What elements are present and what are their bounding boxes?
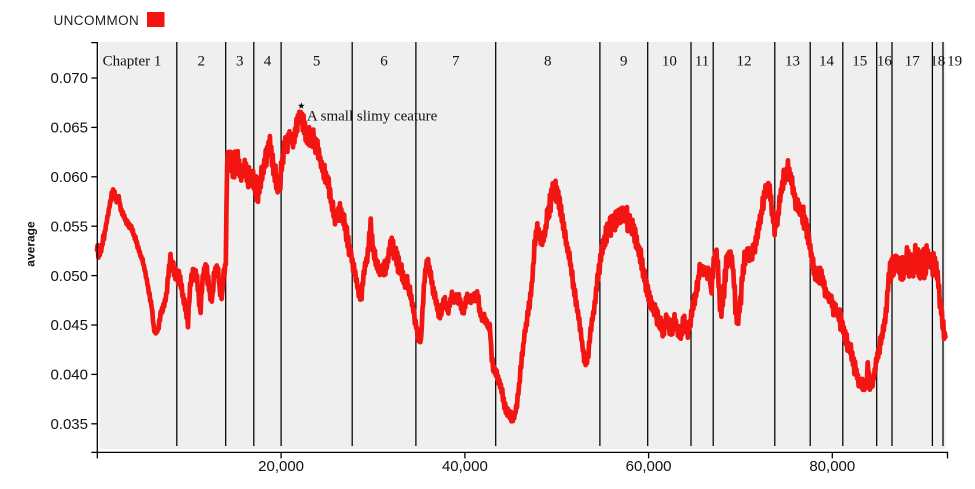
svg-text:8: 8 [544,54,552,70]
svg-text:18: 18 [930,54,945,70]
svg-text:14: 14 [819,54,835,70]
svg-text:0.050: 0.050 [50,268,88,285]
svg-text:3: 3 [236,54,244,70]
svg-text:4: 4 [264,54,272,70]
svg-text:10: 10 [662,54,677,70]
svg-text:0.040: 0.040 [50,367,88,384]
svg-text:60,000: 60,000 [626,458,672,475]
svg-text:A small slimy ceature: A small slimy ceature [307,109,438,125]
svg-text:6: 6 [380,54,388,70]
svg-text:17: 17 [905,54,921,70]
svg-text:11: 11 [695,54,709,70]
svg-text:average: average [24,221,38,267]
svg-text:2: 2 [197,54,205,70]
svg-text:9: 9 [620,54,628,70]
svg-text:15: 15 [852,54,867,70]
svg-text:0.070: 0.070 [50,70,88,87]
svg-text:7: 7 [452,54,460,70]
svg-text:20,000: 20,000 [258,458,304,475]
svg-text:UNCOMMON: UNCOMMON [54,13,140,28]
svg-text:5: 5 [313,54,321,70]
svg-text:0.055: 0.055 [50,218,88,235]
svg-text:12: 12 [737,54,752,70]
svg-text:40,000: 40,000 [442,458,488,475]
svg-text:0.035: 0.035 [50,416,88,433]
svg-text:0.060: 0.060 [50,169,88,186]
svg-text:16: 16 [877,54,893,70]
svg-text:19: 19 [947,54,962,70]
svg-text:0.065: 0.065 [50,120,88,137]
svg-text:0.045: 0.045 [50,317,88,334]
svg-text:13: 13 [785,54,800,70]
svg-text:80,000: 80,000 [809,458,855,475]
svg-text:Chapter 1: Chapter 1 [103,54,162,70]
